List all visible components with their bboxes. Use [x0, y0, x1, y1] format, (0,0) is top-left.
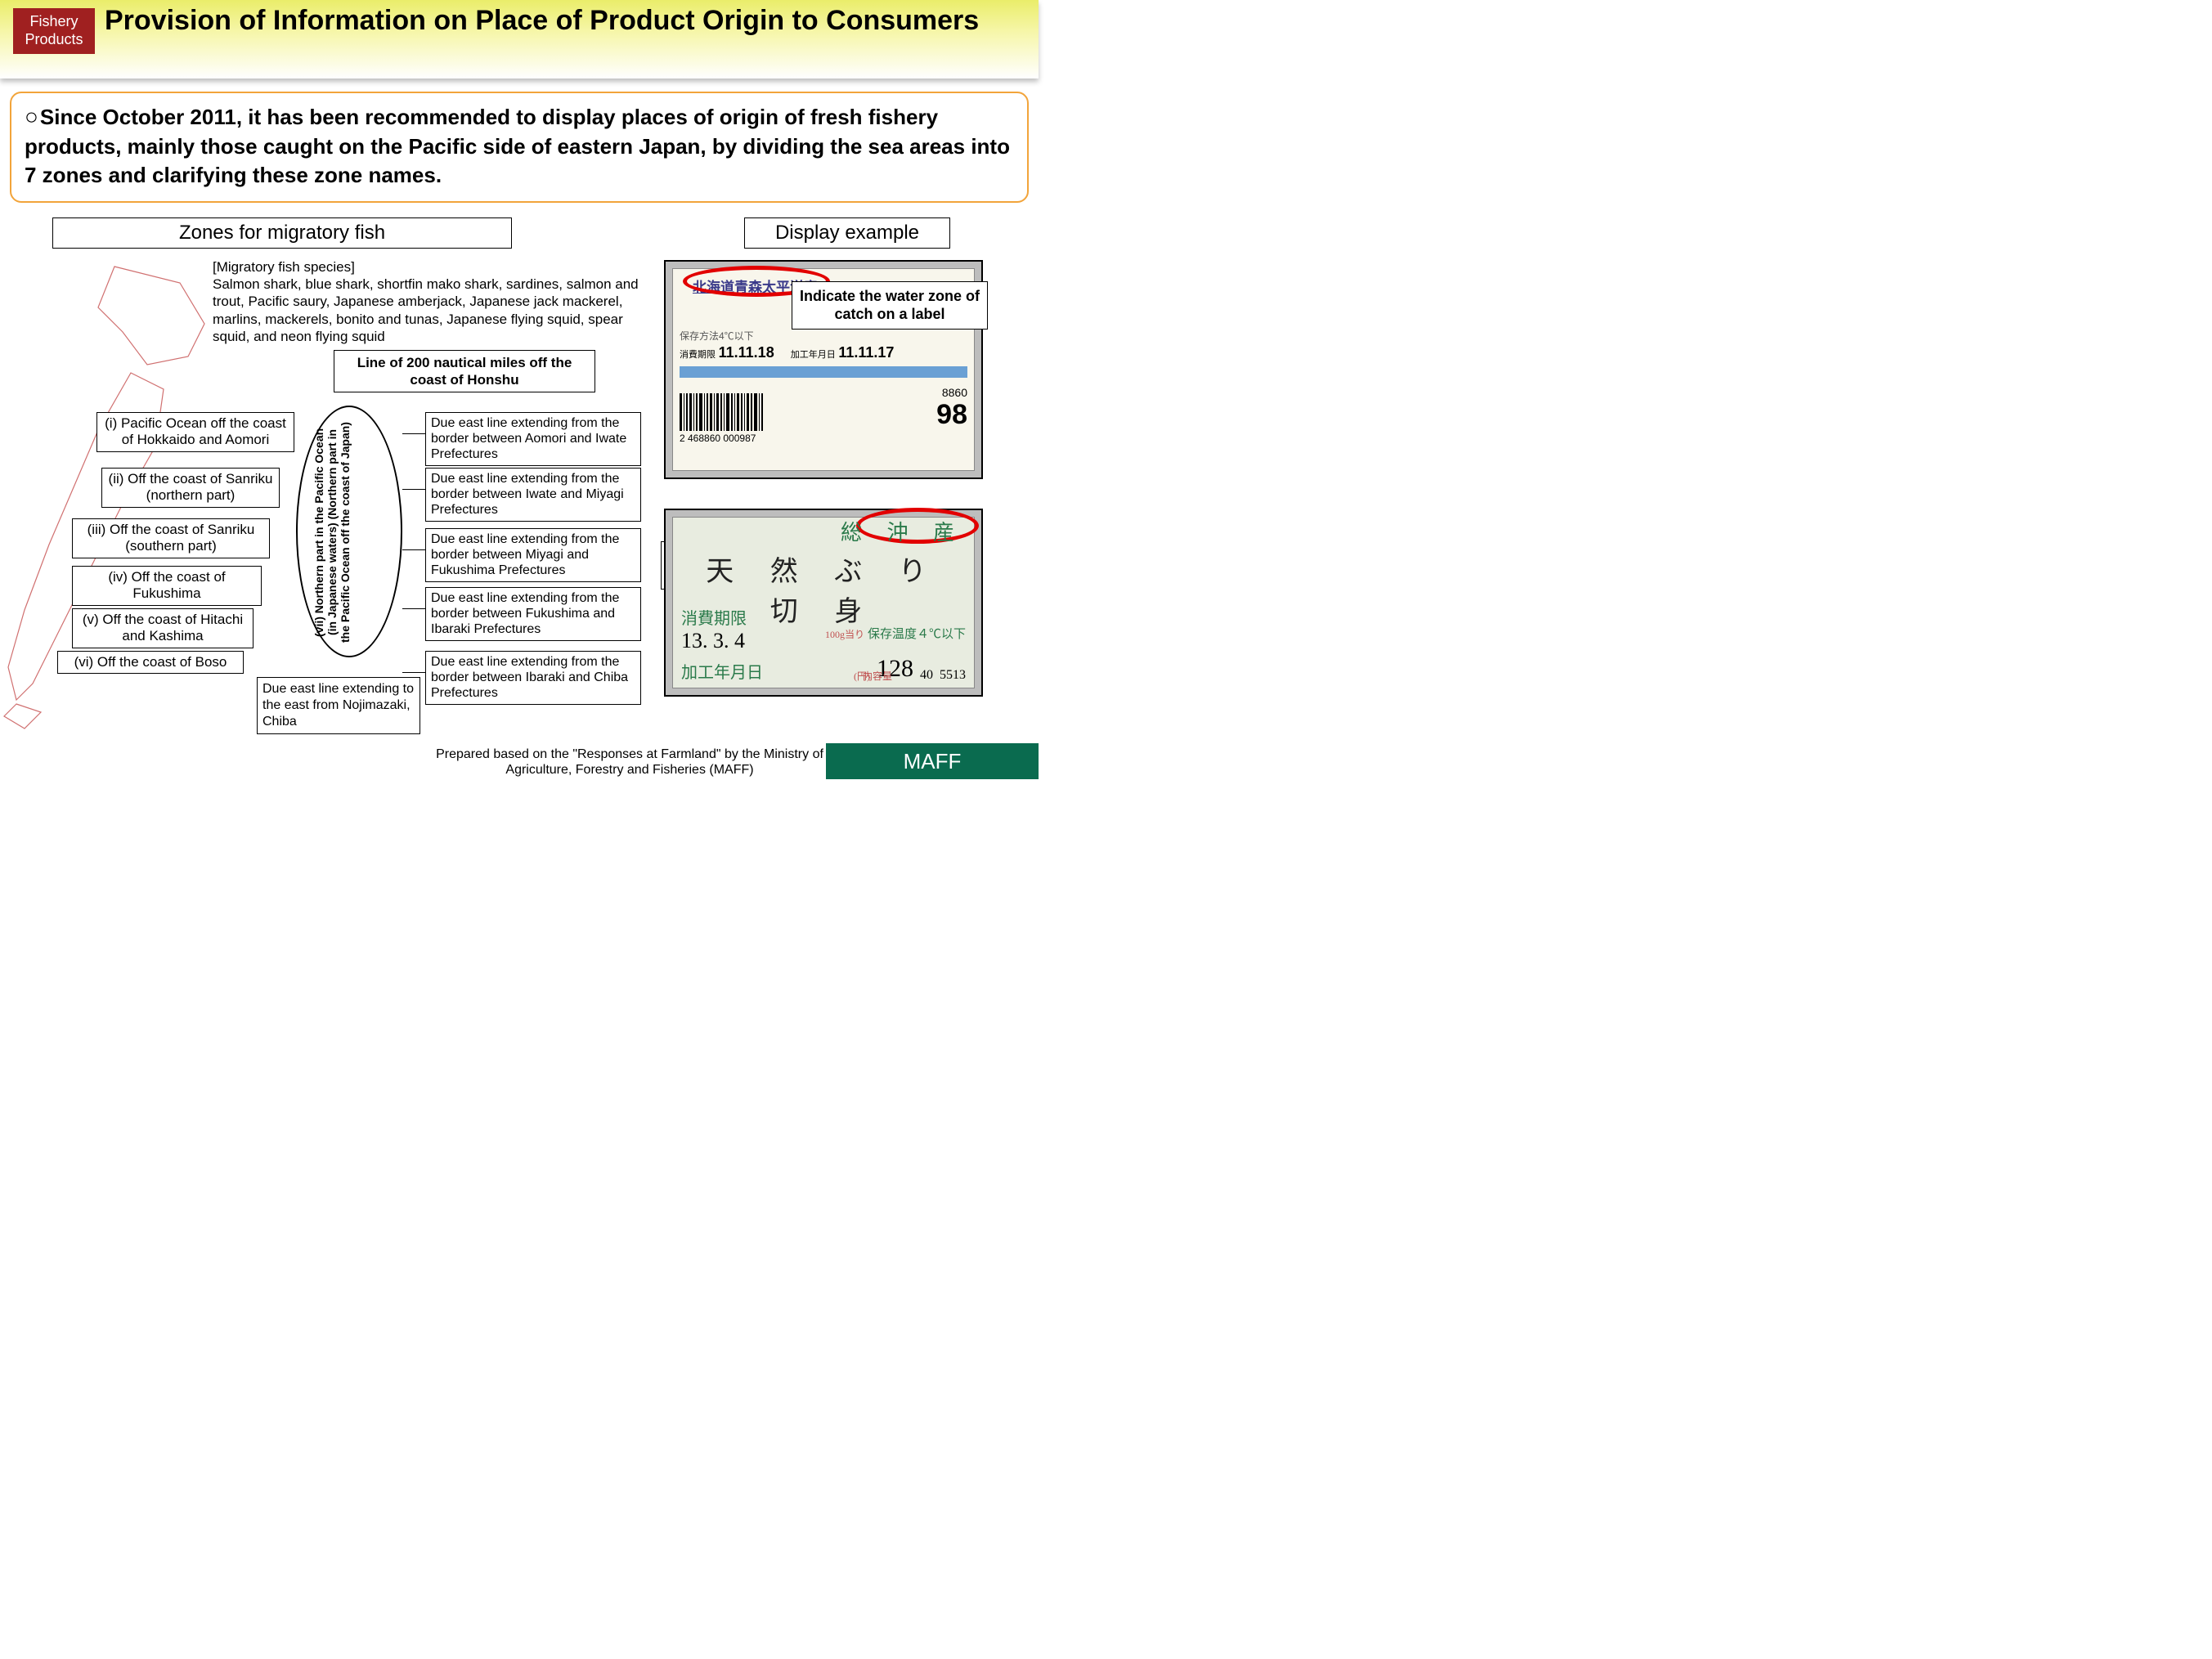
zone-vii-text: (vii) Northern part in the Pacific Ocean… [312, 422, 386, 643]
connector [402, 489, 425, 491]
indicate-callout-1: Indicate the water zone of catch on a la… [792, 281, 988, 330]
maff-badge: MAFF [826, 743, 1039, 779]
example-photo-1: 北海道青森太平洋産 保存方法4℃以下 消費期限 11.11.18 加工年月日 1… [664, 260, 983, 479]
per100g: 100g当り [825, 629, 864, 640]
date-block: 消費期限 11.11.18 [680, 344, 774, 361]
barcode-number: 2 468860 000987 [680, 433, 967, 444]
bullet-icon: ○ [25, 101, 38, 132]
display-section-label: Display example [744, 217, 950, 249]
connector [402, 549, 425, 551]
small-2: 5513 [940, 668, 966, 683]
example-photo-2: 総 沖 産 天 然 ぶ り 切 身 消費期限 13. 3. 4 加工年月日 10… [664, 509, 983, 697]
small-1: 40 [920, 668, 933, 683]
eastline-5: Due east line extending from the border … [425, 651, 641, 705]
contents-label: 内容量 [863, 669, 892, 683]
summary-box: ○Since October 2011, it has been recomme… [10, 92, 1029, 203]
origin-jp-text-2: 総 沖 産 [841, 516, 964, 546]
product-label-2: 総 沖 産 天 然 ぶ り 切 身 消費期限 13. 3. 4 加工年月日 10… [672, 517, 975, 688]
header-bar: Fishery Products Provision of Informatio… [0, 0, 1039, 78]
badge-line2: Products [13, 31, 95, 49]
source-note: Prepared based on the "Responses at Farm… [433, 747, 826, 778]
species-text: [Migratory fish species] Salmon shark, b… [213, 258, 654, 345]
page-title: Provision of Information on Place of Pro… [105, 3, 1021, 38]
eastline-2: Due east line extending from the border … [425, 468, 641, 522]
line-200nm-box: Line of 200 nautical miles off the coast… [334, 350, 595, 393]
date-block: 加工年月日 11.11.17 [791, 344, 895, 361]
connector [402, 672, 425, 674]
connector [402, 608, 425, 610]
eastline-3: Due east line extending from the border … [425, 528, 641, 582]
eastline-1: Due east line extending from the border … [425, 412, 641, 466]
category-badge: Fishery Products [13, 8, 95, 54]
summary-text: Since October 2011, it has been recommen… [25, 105, 1010, 187]
price-value: 98 [773, 399, 967, 431]
product-code: 8860 [773, 386, 967, 399]
badge-line1: Fishery [13, 13, 95, 31]
species-list: Salmon shark, blue shark, shortfin mako … [213, 276, 654, 345]
eastline-4: Due east line extending from the border … [425, 587, 641, 641]
display-example-panel: 北海道青森太平洋産 保存方法4℃以下 消費期限 11.11.18 加工年月日 1… [664, 260, 983, 726]
proc-label: 加工年月日 [681, 659, 763, 683]
temp-label: 保存温度４℃以下 [868, 628, 966, 641]
storage-text: 保存方法4℃以下 [680, 329, 967, 343]
zone-v: (v) Off the coast of Hitachi and Kashima [72, 608, 254, 648]
zone-i: (i) Pacific Ocean off the coast of Hokka… [96, 412, 294, 452]
nojimazaki-note: Due east line extending to the east from… [257, 677, 420, 734]
exp-label: 消費期限 [681, 610, 747, 628]
zone-iii: (iii) Off the coast of Sanriku (southern… [72, 518, 270, 558]
barcode-icon [680, 393, 763, 431]
map-diagram: [Migratory fish species] Salmon shark, b… [0, 258, 646, 782]
exp-date: 13. 3. 4 [681, 629, 745, 652]
zones-section-label: Zones for migratory fish [52, 217, 512, 249]
zone-vi: (vi) Off the coast of Boso [57, 651, 244, 674]
species-heading: [Migratory fish species] [213, 258, 654, 276]
blue-stripe [680, 366, 967, 378]
connector [402, 433, 425, 435]
zone-iv: (iv) Off the coast of Fukushima [72, 566, 262, 606]
zone-ii: (ii) Off the coast of Sanriku (northern … [101, 468, 280, 508]
